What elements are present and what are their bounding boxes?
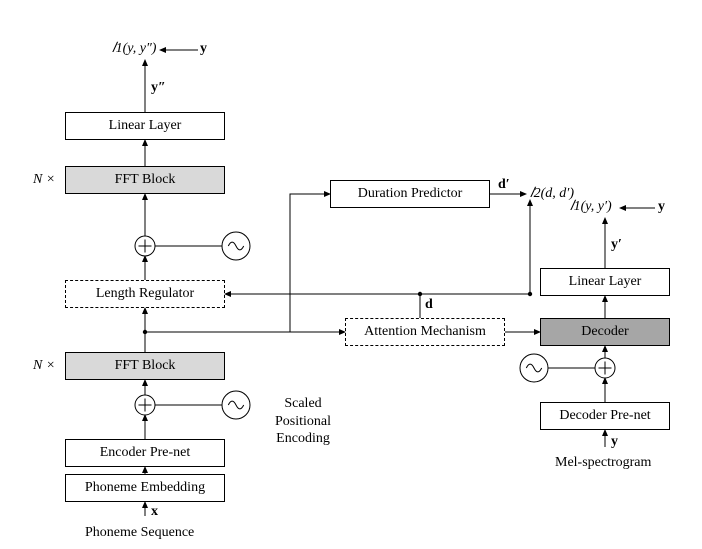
y-dblprime-label: y″ <box>151 80 166 96</box>
duration-predictor-box: Duration Predictor <box>330 180 490 208</box>
attention-mechanism-label: Attention Mechanism <box>364 324 486 340</box>
n-times-upper-label: N × <box>33 172 55 188</box>
fft-block-lower-box: FFT Block <box>65 352 225 380</box>
y-bottom-right-label: y <box>611 434 618 450</box>
scaled-l2: Positional <box>275 414 331 429</box>
fft-block-upper-box: FFT Block <box>65 166 225 194</box>
decoder-label: Decoder <box>581 324 628 340</box>
n-times-lower-label: N × <box>33 358 55 374</box>
duration-predictor-label: Duration Predictor <box>358 186 463 202</box>
loss-l1-left-label: 𝑙1(y, y″) <box>112 41 156 57</box>
length-regulator-label: Length Regulator <box>96 286 194 302</box>
scaled-posenc-label: Scaled Positional Encoding <box>275 395 331 448</box>
y-top-right-label: y <box>658 199 665 215</box>
encoder-prenet-label: Encoder Pre-net <box>100 445 191 461</box>
fft-block-upper-label: FFT Block <box>115 172 176 188</box>
d-label: d <box>425 297 433 313</box>
decoder-prenet-label: Decoder Pre-net <box>559 408 650 424</box>
encoder-prenet-box: Encoder Pre-net <box>65 439 225 467</box>
scaled-l1: Scaled <box>284 396 321 411</box>
linear-layer-left-label: Linear Layer <box>109 118 182 134</box>
x-label: x <box>151 504 158 520</box>
phoneme-sequence-label: Phoneme Sequence <box>85 525 194 541</box>
loss-l2-label: 𝑙2(d, d′) <box>530 186 574 202</box>
scaled-l3: Encoding <box>276 431 330 446</box>
mel-spectrogram-label: Mel-spectrogram <box>555 455 651 471</box>
fft-block-lower-label: FFT Block <box>115 358 176 374</box>
loss-l1-right-label: 𝑙1(y, y′) <box>570 199 612 215</box>
phoneme-embedding-label: Phoneme Embedding <box>85 480 205 496</box>
linear-layer-left-box: Linear Layer <box>65 112 225 140</box>
attention-mechanism-box: Attention Mechanism <box>345 318 505 346</box>
y-prime-label: y′ <box>611 237 622 253</box>
decoder-prenet-box: Decoder Pre-net <box>540 402 670 430</box>
linear-layer-right-label: Linear Layer <box>569 274 642 290</box>
d-prime-label: d′ <box>498 177 510 193</box>
phoneme-embedding-box: Phoneme Embedding <box>65 474 225 502</box>
linear-layer-right-box: Linear Layer <box>540 268 670 296</box>
decoder-box: Decoder <box>540 318 670 346</box>
length-regulator-box: Length Regulator <box>65 280 225 308</box>
y-top-left-label: y <box>200 41 207 57</box>
